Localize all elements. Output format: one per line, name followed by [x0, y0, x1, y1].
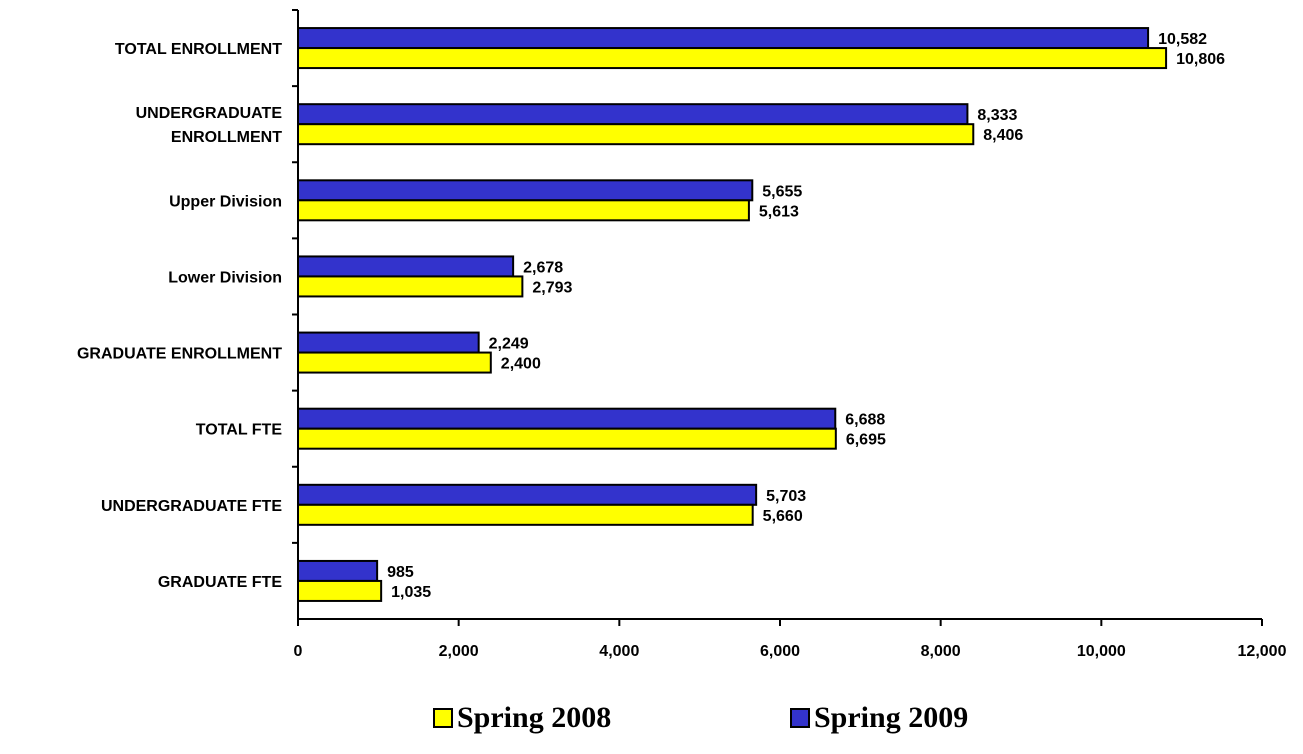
- category-label-lower-division: Lower Division: [168, 269, 282, 286]
- bar-spring-2008-graduate-fte: [297, 579, 383, 602]
- x-tick-label: 2,000: [439, 643, 479, 660]
- category-label-undergraduate-enrollment: ENROLLMENT: [171, 129, 282, 146]
- legend-item-spring-2009: Spring 2009: [790, 698, 968, 738]
- x-tick-label: 12,000: [1238, 643, 1287, 660]
- data-label-spring-2009-lower-division: 2,678: [523, 259, 563, 276]
- bar-spring-2009-lower-division: [297, 255, 515, 278]
- bar-spring-2009-graduate-fte: [297, 559, 379, 582]
- category-label-total-enrollment: TOTAL ENROLLMENT: [115, 41, 282, 58]
- bar-spring-2008-upper-division: [297, 199, 750, 222]
- bar-spring-2009-graduate-enrollment: [297, 331, 480, 354]
- labels-layer: 10,582 10,806 TOTAL ENROLLMENT 8,333 8,406 UN…: [77, 31, 1287, 660]
- axes-layer: [292, 9, 1263, 626]
- data-label-spring-2008-undergraduate-enrollment: 8,406: [983, 127, 1023, 144]
- x-tick-label: 6,000: [760, 643, 800, 660]
- bar-spring-2009-upper-division: [297, 179, 754, 202]
- legend-swatch-spring-2009: [790, 708, 810, 728]
- x-tick-label: 0: [294, 643, 303, 660]
- bar-spring-2009-total-fte: [297, 407, 837, 430]
- data-label-spring-2008-undergraduate-fte: 5,660: [763, 508, 803, 525]
- data-label-spring-2008-total-fte: 6,695: [846, 432, 886, 449]
- legend-swatch-spring-2008: [433, 708, 453, 728]
- legend-item-spring-2008: Spring 2008: [433, 698, 611, 738]
- x-tick-label: 4,000: [599, 643, 639, 660]
- data-label-spring-2009-total-enrollment: 10,582: [1158, 31, 1207, 48]
- category-label-graduate-fte: GRADUATE FTE: [158, 574, 282, 591]
- bar-spring-2009-total-enrollment: [297, 27, 1150, 50]
- data-label-spring-2008-graduate-enrollment: 2,400: [501, 356, 541, 373]
- data-label-spring-2008-lower-division: 2,793: [532, 279, 572, 296]
- category-label-undergraduate-enrollment: UNDERGRADUATE: [136, 105, 283, 122]
- legend-label-spring-2008: Spring 2008: [457, 701, 612, 734]
- data-label-spring-2009-total-fte: 6,688: [845, 412, 885, 429]
- category-label-undergraduate-fte: UNDERGRADUATE FTE: [101, 498, 282, 515]
- category-label-graduate-enrollment: GRADUATE ENROLLMENT: [77, 346, 282, 363]
- bar-spring-2009-undergraduate-enrollment: [297, 103, 969, 126]
- data-label-spring-2009-undergraduate-enrollment: 8,333: [977, 107, 1017, 124]
- data-label-spring-2008-upper-division: 5,613: [759, 203, 799, 220]
- bar-spring-2008-total-enrollment: [297, 47, 1168, 70]
- data-label-spring-2009-graduate-enrollment: 2,249: [489, 336, 529, 353]
- data-label-spring-2009-upper-division: 5,655: [762, 183, 802, 200]
- x-tick-label: 8,000: [921, 643, 961, 660]
- bar-spring-2008-graduate-enrollment: [297, 351, 492, 374]
- data-label-spring-2008-total-enrollment: 10,806: [1176, 51, 1225, 68]
- category-label-upper-division: Upper Division: [169, 193, 282, 210]
- data-label-spring-2008-graduate-fte: 1,035: [391, 584, 431, 601]
- bar-spring-2008-lower-division: [297, 275, 524, 298]
- bar-spring-2008-undergraduate-fte: [297, 503, 754, 526]
- bar-spring-2009-undergraduate-fte: [297, 483, 758, 506]
- bar-spring-2008-total-fte: [297, 427, 837, 450]
- legend-label-spring-2009: Spring 2009: [814, 701, 969, 734]
- bars-layer: [297, 27, 1168, 602]
- data-label-spring-2009-graduate-fte: 985: [387, 564, 414, 581]
- category-label-total-fte: TOTAL FTE: [196, 422, 283, 439]
- bar-spring-2008-undergraduate-enrollment: [297, 123, 975, 146]
- x-tick-label: 10,000: [1077, 643, 1126, 660]
- bar-chart: 10,582 10,806 TOTAL ENROLLMENT 8,333 8,406 UN…: [77, 9, 1287, 660]
- data-label-spring-2009-undergraduate-fte: 5,703: [766, 488, 806, 505]
